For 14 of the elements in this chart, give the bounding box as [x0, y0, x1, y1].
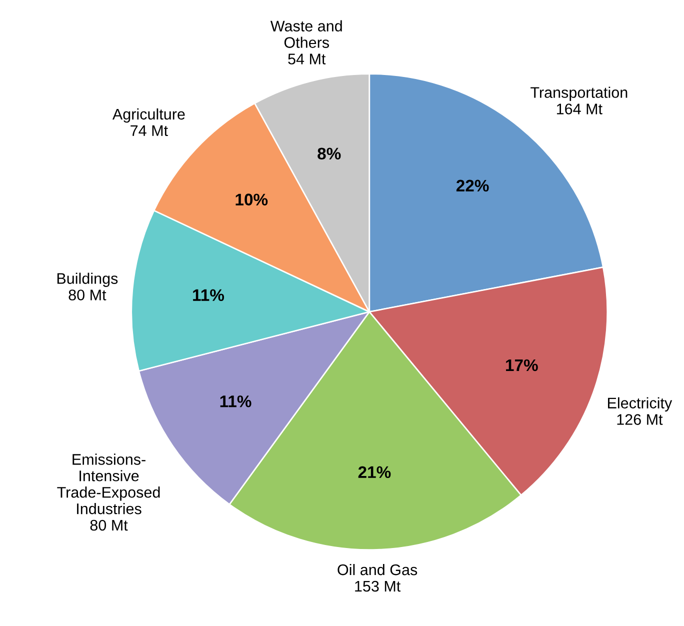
slice-label: Oil and Gas 153 Mt [338, 564, 418, 592]
slice-label: Electricity 126 Mt [608, 397, 672, 425]
slice-label: Agriculture 74 Mt [112, 108, 185, 136]
slice-label: Emissions- Intensive Trade-Exposed Industries 80 Mt [57, 454, 160, 531]
data-label: 11% [193, 289, 224, 302]
data-label: 17% [506, 359, 538, 372]
slice-label: Waste and Others 54 Mt [270, 20, 342, 64]
slice-label: Buildings 80 Mt [57, 272, 118, 300]
data-label: 8% [318, 148, 341, 160]
data-label: 10% [236, 194, 268, 206]
data-label: 22% [456, 180, 489, 192]
data-label: 21% [358, 466, 391, 478]
slice-label: Transportation 164 Mt [530, 86, 628, 114]
data-label: 11% [220, 396, 252, 408]
